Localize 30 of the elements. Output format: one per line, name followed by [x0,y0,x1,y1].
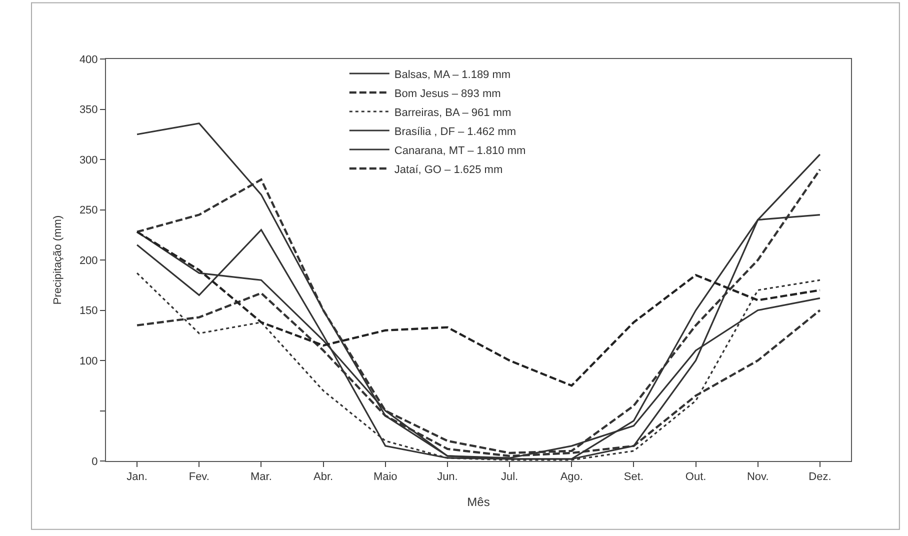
x-tick-label: Fev. [188,471,210,484]
x-tick-label: Out. [685,471,706,484]
x-tick-label: Jul. [500,471,518,484]
y-axis-title: Precipitação (mm) [52,215,64,305]
x-tick-label: Dez. [808,471,832,484]
legend-label: Balsas, MA – 1.189 mm [394,68,511,81]
y-tick-label: 300 [79,154,98,166]
x-tick-label: Jan. [126,471,148,484]
x-tick-label: Set. [624,471,644,484]
legend-label: Bom Jesus – 893 mm [394,88,501,100]
y-tick-label: 250 [79,204,98,217]
y-tick-label: 100 [79,355,98,368]
y-tick-label: 200 [79,254,98,267]
x-axis-title: Mês [467,495,490,510]
line-series [136,122,821,460]
x-tick-label: Jun. [437,471,458,484]
legend-label: Barreiras, BA – 961 mm [394,106,512,119]
legend-label: Jataí, GO – 1.625 mm [394,164,503,176]
x-tick-label: Maio [373,471,398,484]
legend-label: Canarana, MT – 1.810 mm [394,144,526,157]
x-tick-label: Ago. [560,471,583,484]
y-tick-label: 350 [79,104,98,116]
legend-label: Brasília , DF – 1.462 mm [394,126,516,138]
line-series [136,230,822,387]
y-tick-label: 0 [92,456,98,468]
y-tick-label: 150 [79,305,98,318]
y-tick-label: 400 [79,54,98,66]
x-tick-label: Nov. [746,471,769,484]
x-tick-label: Abr. [314,471,334,484]
x-tick-label: Mar. [250,471,272,484]
